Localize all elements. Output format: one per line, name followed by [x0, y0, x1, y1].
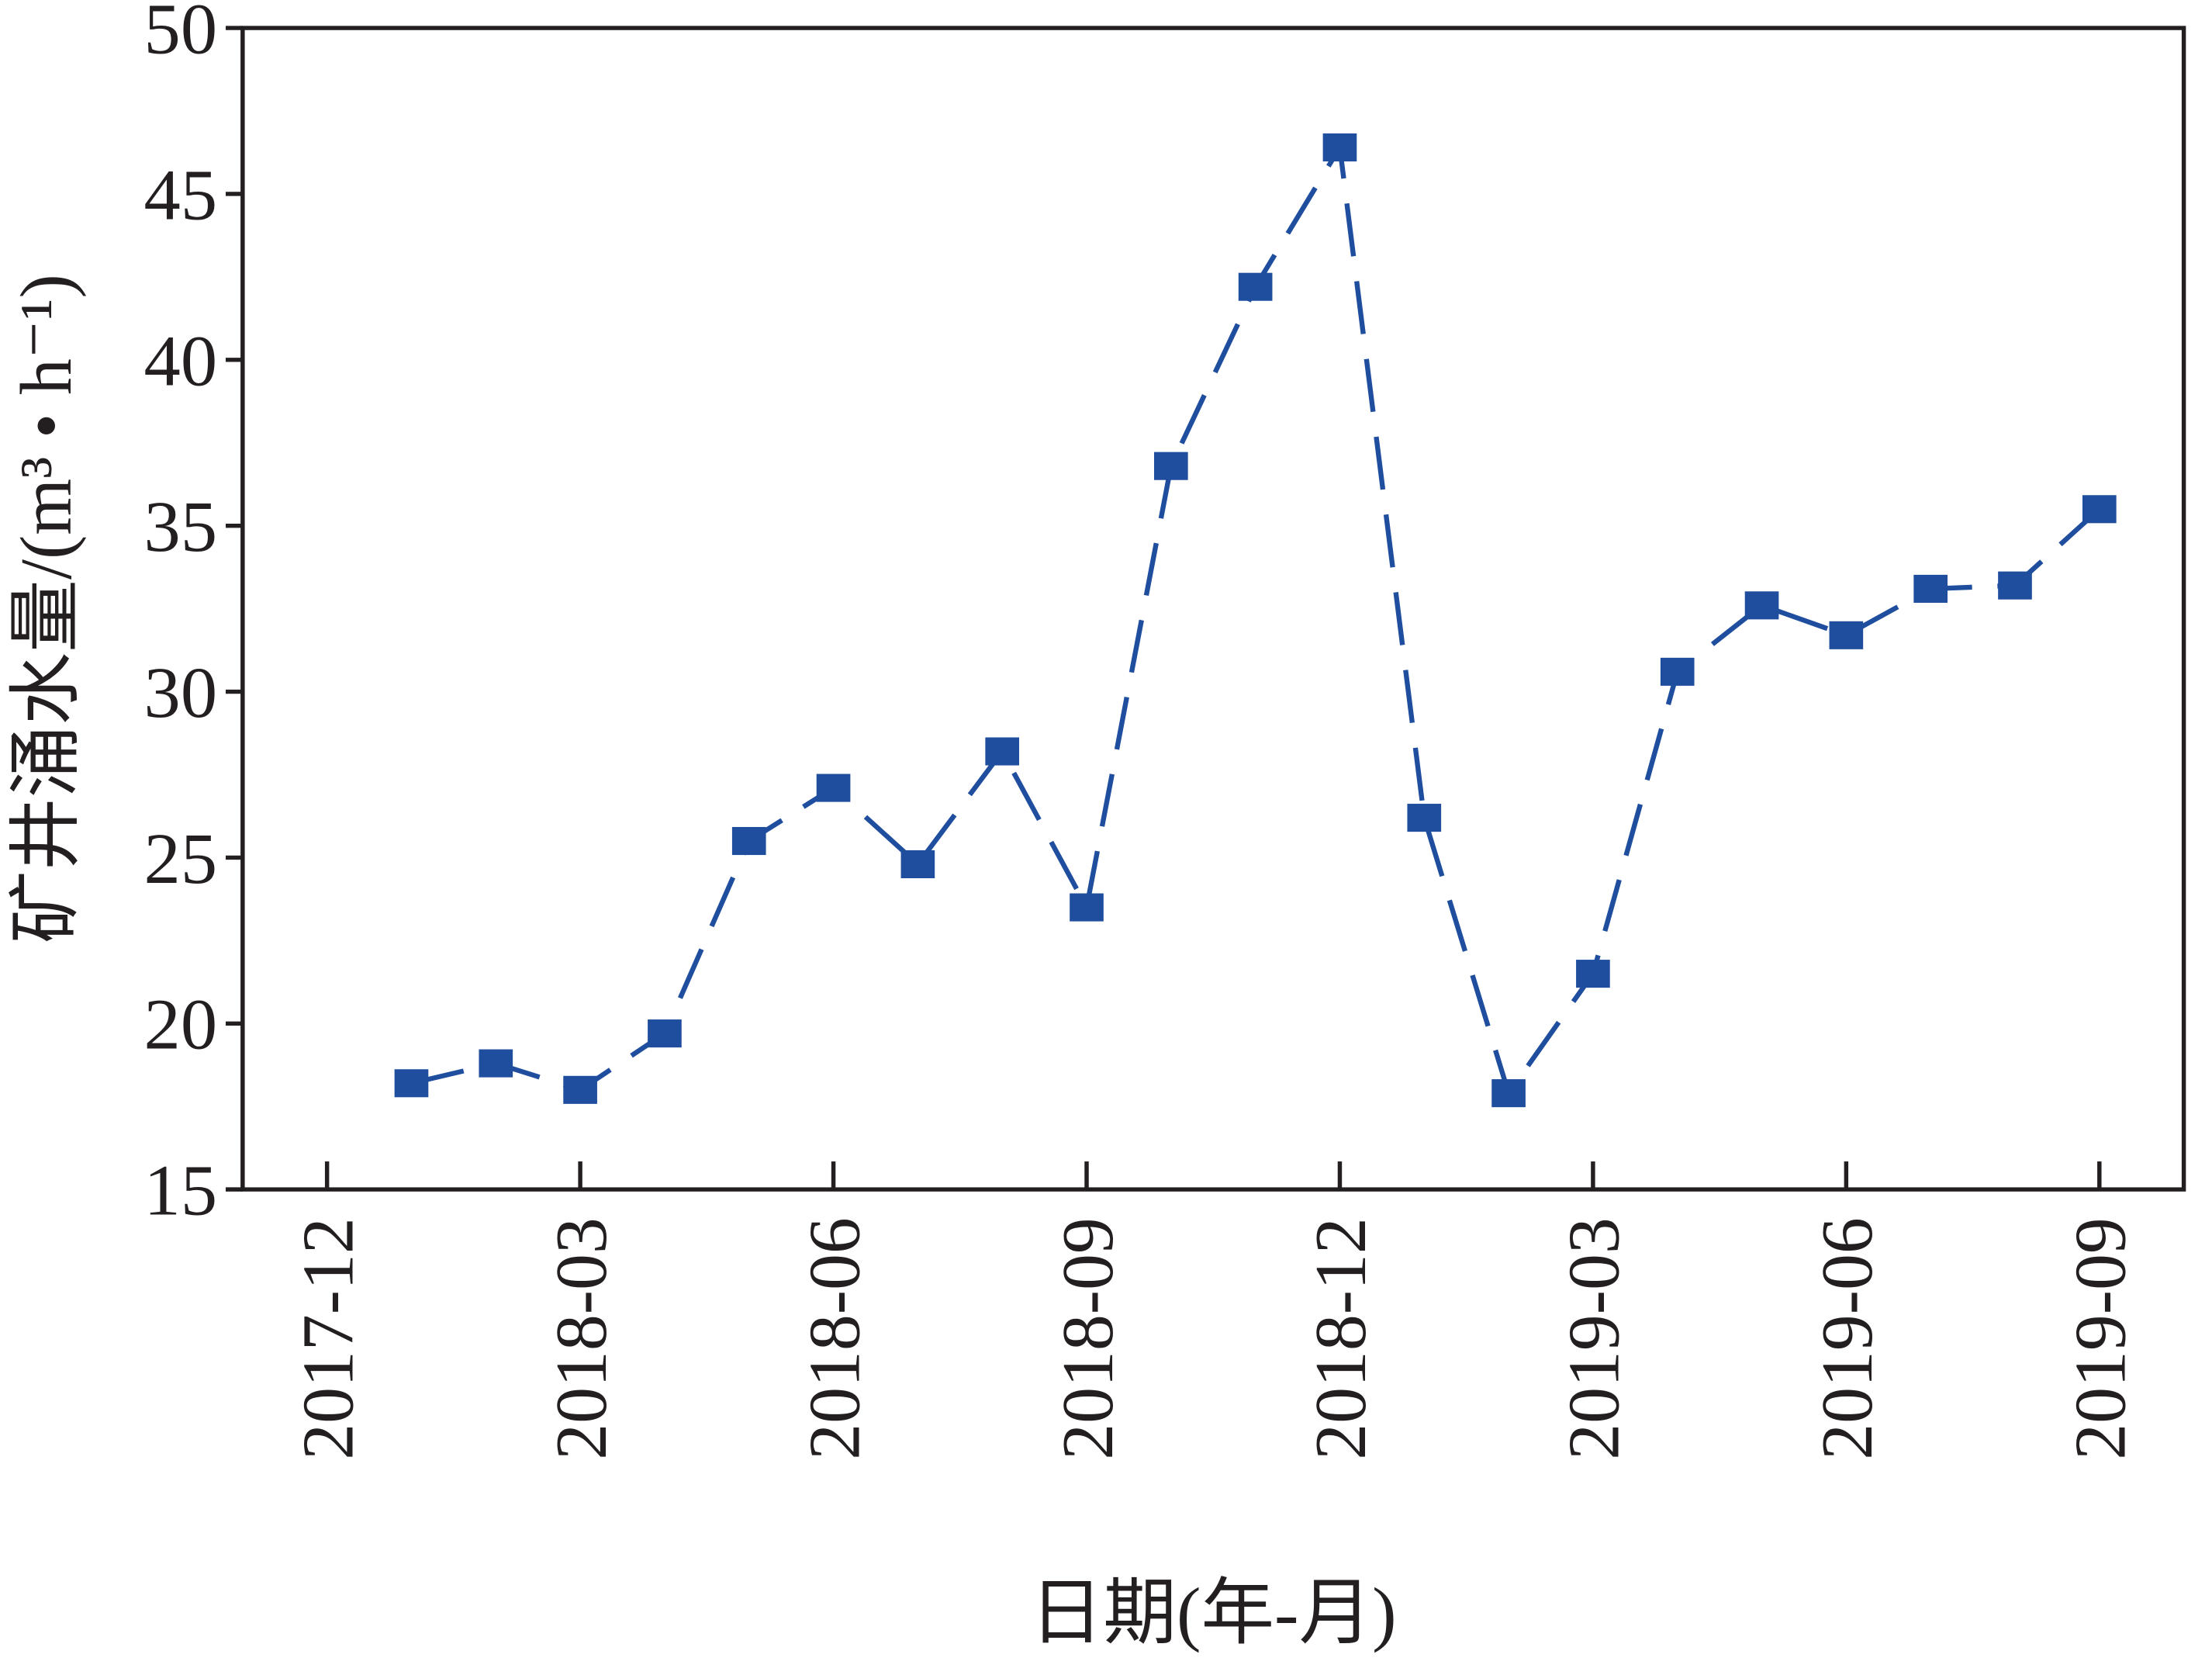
x-axis-title: 日期(年-月) — [1030, 1573, 1397, 1654]
x-tick-label: 2018-06 — [794, 1217, 875, 1460]
data-point — [900, 850, 935, 878]
data-point — [1070, 893, 1104, 922]
x-tick-label: 2019-09 — [2060, 1217, 2141, 1460]
y-tick-label: 35 — [144, 486, 218, 567]
x-tick-label: 2019-03 — [1554, 1217, 1634, 1460]
y-tick-label: 20 — [144, 985, 218, 1065]
data-point — [1154, 452, 1188, 480]
y-tick-label: 15 — [144, 1151, 218, 1231]
data-point — [1238, 272, 1273, 301]
x-tick-label: 2017-12 — [288, 1217, 368, 1460]
x-tick-label: 2019-06 — [1807, 1217, 1888, 1460]
y-tick-label: 50 — [144, 0, 218, 69]
data-point — [479, 1049, 513, 1078]
y-axis-title: 矿井涌水量/(m³ • h⁻¹) — [6, 274, 87, 943]
data-point — [563, 1075, 597, 1104]
data-point — [1407, 804, 1442, 832]
data-point — [2082, 495, 2117, 524]
data-point — [1829, 621, 1864, 649]
data-point — [1744, 591, 1779, 620]
data-point — [394, 1069, 429, 1098]
data-point — [1322, 133, 1357, 162]
data-point — [1491, 1079, 1526, 1108]
y-tick-label: 45 — [144, 155, 218, 236]
data-point — [1998, 571, 2032, 600]
data-point — [1576, 960, 1610, 988]
data-point — [985, 737, 1020, 766]
plot-frame — [240, 26, 2186, 1192]
data-point — [816, 773, 851, 802]
data-point — [1913, 574, 1948, 603]
x-tick-label: 2018-09 — [1047, 1217, 1128, 1460]
y-tick-label: 30 — [144, 652, 218, 733]
data-point — [648, 1019, 682, 1048]
x-tick-label: 2018-03 — [541, 1217, 622, 1460]
y-tick-label: 25 — [144, 818, 218, 899]
data-point — [731, 826, 766, 856]
x-tick-label: 2018-12 — [1301, 1217, 1381, 1460]
data-point — [1660, 657, 1695, 686]
y-tick-label: 40 — [144, 321, 218, 402]
